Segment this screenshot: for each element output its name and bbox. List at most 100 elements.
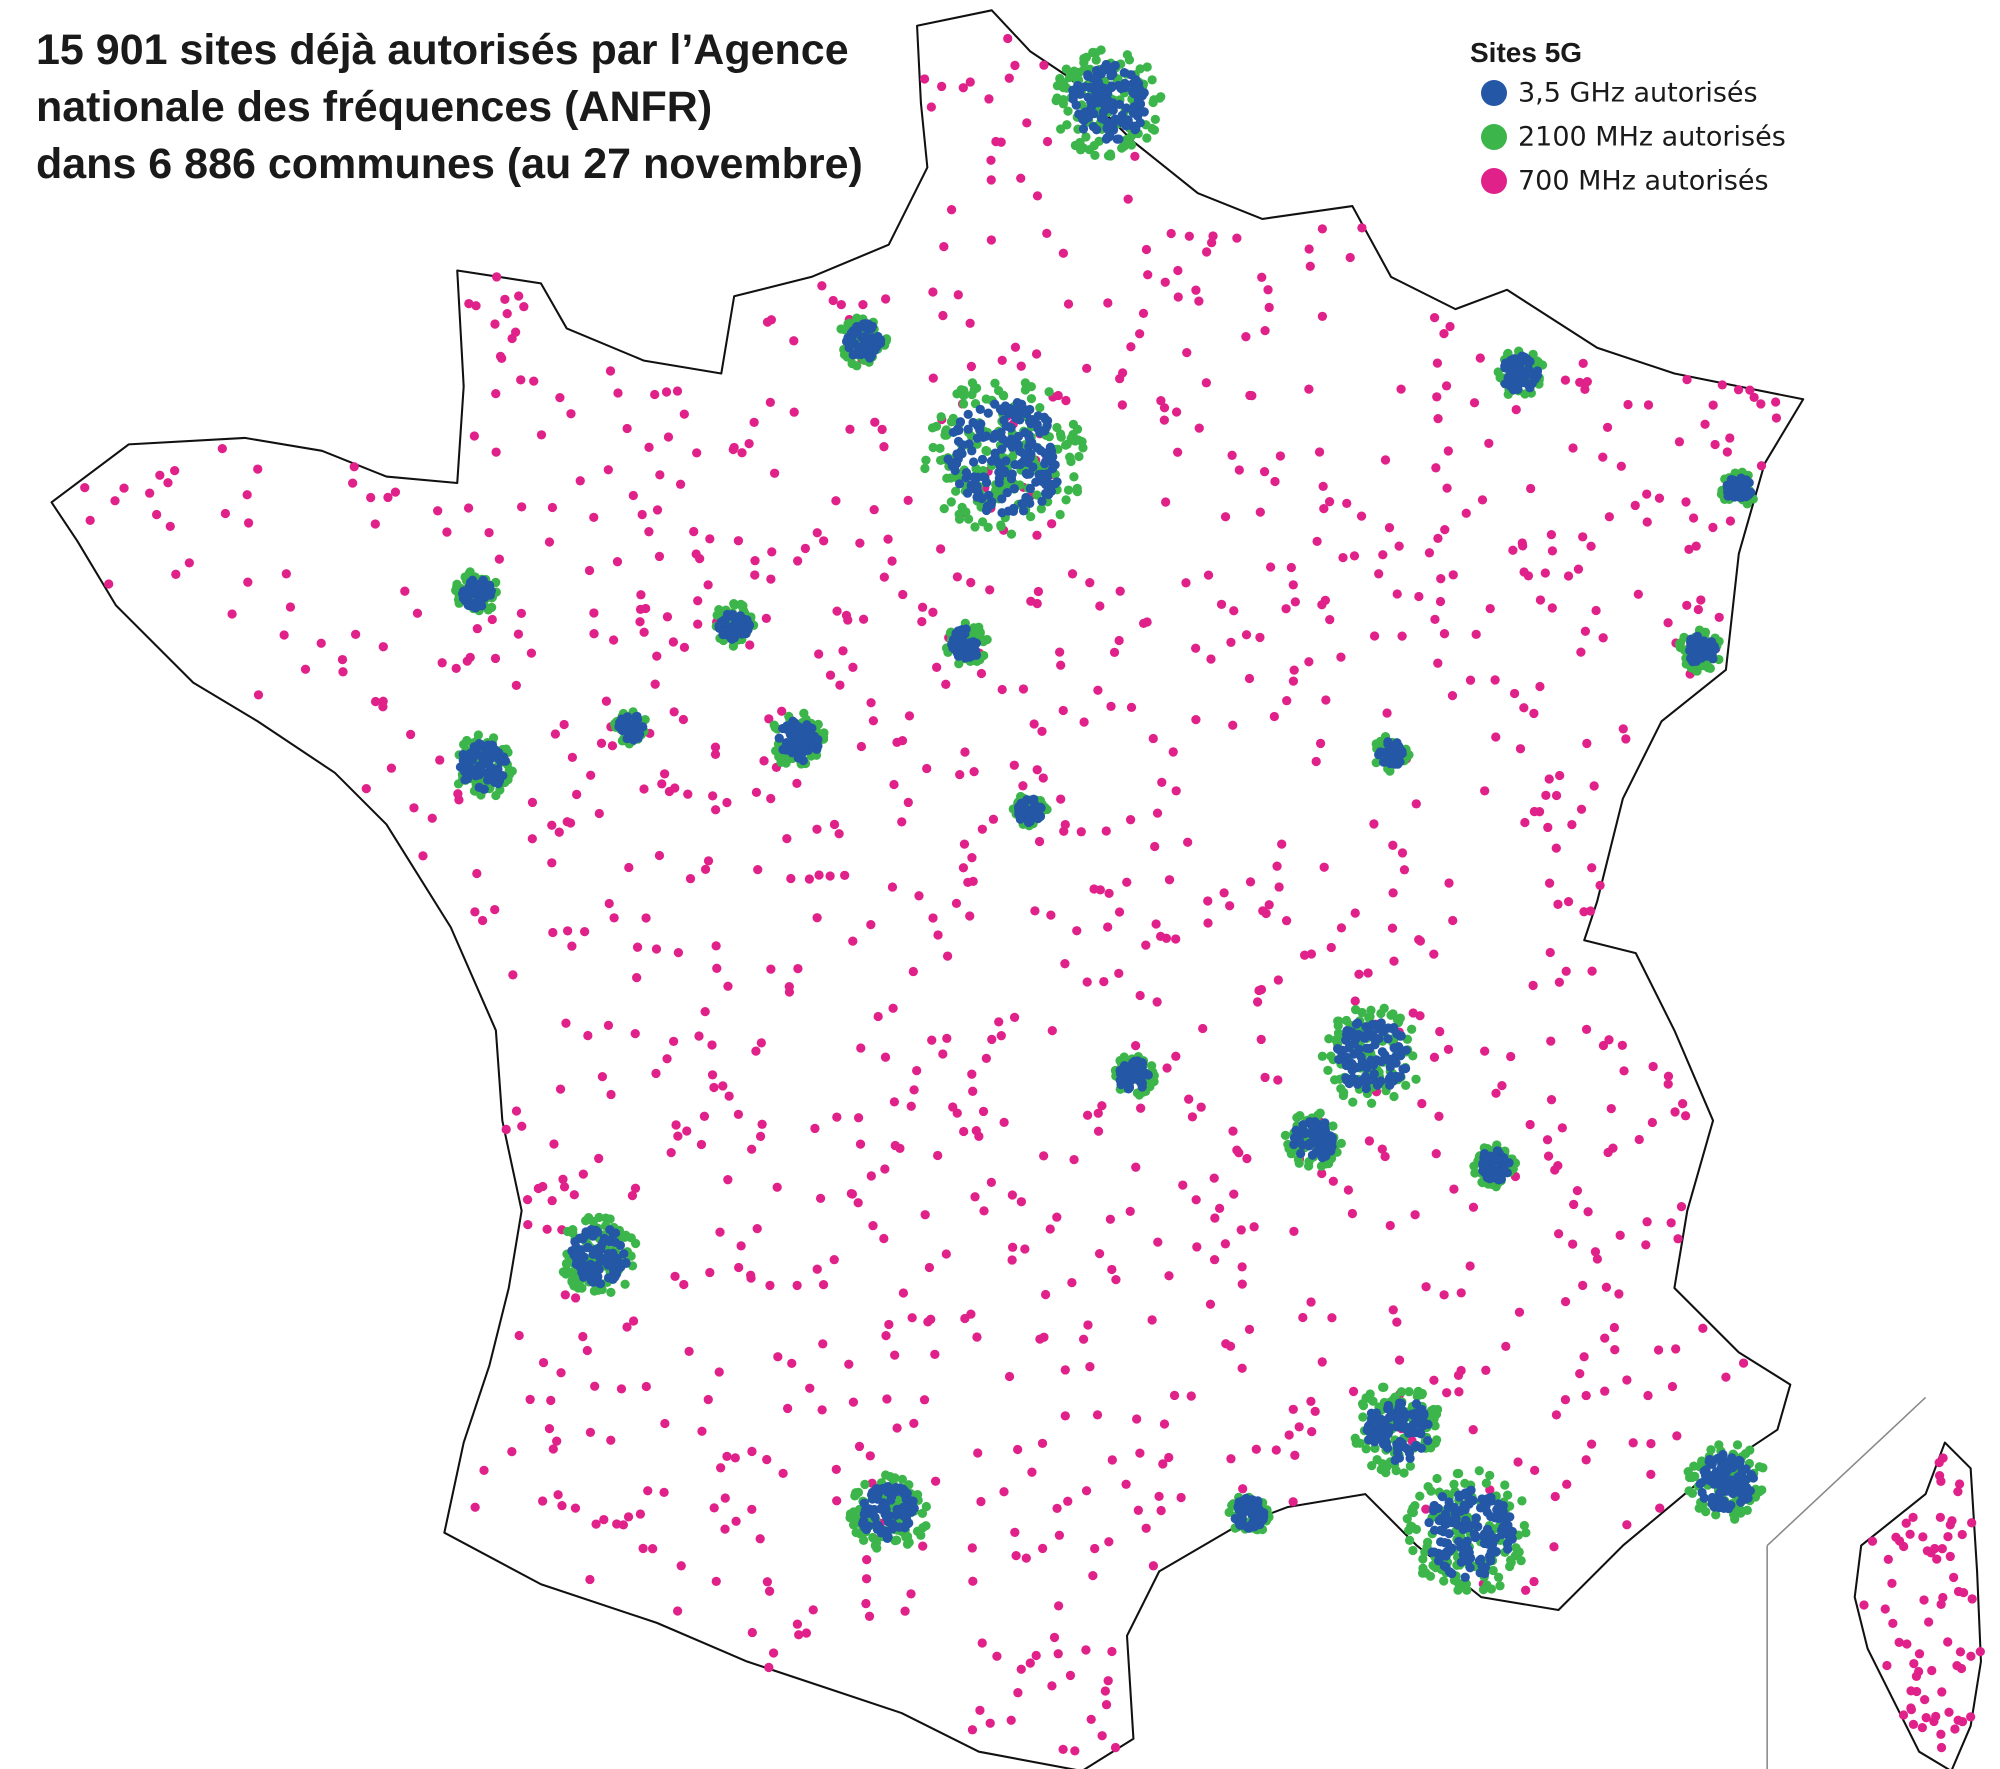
site-dot <box>1486 1584 1497 1594</box>
site-dot <box>979 1206 989 1216</box>
site-dot <box>1460 1478 1470 1489</box>
site-dot <box>1454 1387 1464 1397</box>
site-dot <box>887 556 897 566</box>
site-dot <box>1134 96 1144 106</box>
site-dot <box>764 1586 775 1596</box>
site-dot <box>1390 759 1400 769</box>
site-dot <box>1389 1054 1399 1064</box>
site-dot <box>997 444 1007 454</box>
site-dot <box>1485 603 1495 614</box>
site-dot <box>1106 701 1116 711</box>
site-dot <box>852 313 862 323</box>
site-dot <box>1600 1386 1610 1396</box>
site-dot <box>1560 1297 1571 1307</box>
site-dot <box>1171 934 1181 944</box>
site-dot <box>501 1124 511 1135</box>
site-dot <box>907 1507 917 1517</box>
site-dot <box>1324 1034 1334 1044</box>
site-dot <box>1416 1443 1427 1453</box>
site-dot <box>926 1314 936 1324</box>
site-dot <box>1130 125 1140 135</box>
site-dot <box>1733 1487 1743 1497</box>
site-dot <box>904 711 915 721</box>
site-dot <box>1480 1046 1490 1056</box>
site-dot <box>1338 552 1348 563</box>
site-dot <box>976 668 987 679</box>
site-dot <box>1143 270 1153 280</box>
site-dot <box>1060 1411 1070 1421</box>
site-dot <box>997 508 1007 518</box>
site-dot <box>1056 794 1066 804</box>
site-dot <box>1132 1414 1142 1424</box>
site-dot <box>1105 1214 1116 1224</box>
site-dot <box>710 742 721 752</box>
site-dot <box>1015 814 1025 824</box>
site-dot <box>1126 702 1137 713</box>
site-dot <box>853 1113 864 1123</box>
site-dot <box>1292 1133 1303 1143</box>
site-dot <box>1171 1051 1181 1061</box>
site-dot <box>572 789 582 800</box>
site-dot <box>1416 1420 1426 1430</box>
site-dot <box>1482 1526 1492 1537</box>
site-dot <box>616 1262 626 1272</box>
site-dot <box>651 944 662 954</box>
site-dot <box>538 1181 548 1192</box>
site-dot <box>1389 1043 1399 1053</box>
site-dot <box>1052 477 1062 487</box>
site-dot <box>1493 1572 1504 1582</box>
site-dot <box>1952 1661 1962 1671</box>
site-dot <box>1354 969 1364 979</box>
site-dot <box>928 607 938 617</box>
site-dot <box>1288 1497 1298 1507</box>
site-dot <box>996 137 1006 147</box>
site-dot <box>832 1112 842 1122</box>
site-dot <box>1033 586 1044 597</box>
site-dot <box>975 404 985 414</box>
legend-label: 2100 MHz autorisés <box>1518 122 1786 153</box>
site-dot <box>1519 1520 1529 1531</box>
site-dot <box>1026 393 1037 404</box>
site-dot <box>977 824 987 834</box>
site-dot <box>1358 1400 1369 1411</box>
site-dot <box>487 614 497 625</box>
site-dot <box>1439 1576 1449 1586</box>
site-dot <box>673 1131 683 1141</box>
site-dot <box>851 1489 861 1500</box>
site-dot <box>1157 777 1167 787</box>
site-dot <box>794 1630 804 1640</box>
site-dot <box>1360 1071 1371 1082</box>
site-dot <box>1366 1005 1376 1015</box>
site-dot <box>675 479 686 489</box>
site-dot <box>845 1513 855 1523</box>
site-dot <box>818 1280 829 1290</box>
site-dot <box>1648 1061 1658 1072</box>
site-dot <box>1922 1546 1932 1556</box>
site-dot <box>1056 124 1066 134</box>
site-dot <box>703 1394 713 1405</box>
site-dot <box>1336 923 1347 933</box>
site-dot <box>1136 1075 1146 1085</box>
site-dot <box>1015 459 1025 470</box>
site-dot <box>1678 1099 1688 1109</box>
site-dot <box>1056 660 1066 670</box>
site-dot <box>1404 1428 1414 1438</box>
site-dot <box>1126 140 1137 150</box>
site-dot <box>1028 794 1039 804</box>
site-dot <box>817 1405 827 1415</box>
site-dot <box>1517 1496 1527 1506</box>
site-dot <box>1723 1503 1734 1514</box>
site-dot <box>386 763 397 773</box>
site-dot <box>1405 1461 1415 1471</box>
site-dot <box>1149 125 1160 135</box>
site-dot <box>670 783 680 793</box>
site-dot <box>793 963 803 974</box>
site-dot <box>1009 484 1019 494</box>
site-dot <box>848 662 858 672</box>
site-dot <box>884 1319 894 1330</box>
site-dot <box>1011 1551 1021 1561</box>
site-dot <box>462 735 472 746</box>
site-dot <box>795 724 805 734</box>
legend-swatch <box>1481 124 1507 150</box>
site-dot <box>1697 1487 1707 1498</box>
